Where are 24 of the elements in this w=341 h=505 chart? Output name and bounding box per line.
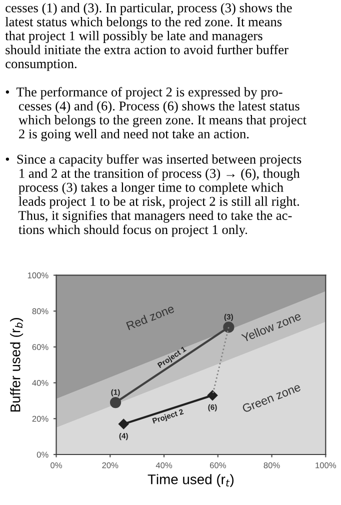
y-tick-label: 40%	[32, 380, 48, 386]
series-label: Red zone	[126, 304, 175, 330]
y-tick-label: 0%	[36, 452, 48, 458]
text: • Since a capacity buffer was inserted between projects 1 and 2 at the transition of process (3) → (6), though process (3) takes a longer time to complete which leads project 1 to be at risk, project 2 is still all right. Thus, it signifies that managers need to take the ac- tions which should focus on project 1 only.	[6, 154, 302, 237]
y-tick-label: 60%	[32, 344, 48, 350]
x-tick-label: 80%	[264, 462, 280, 468]
y-tick-label: 80%	[32, 308, 48, 314]
series-label: Green zone	[242, 382, 302, 413]
text: • The performance of project 2 is expressed by pro- cesses (4) and (6). Process (6) shows the latest status which belongs to the green zone. It means that project 2 is going well and need not take an action.	[6, 87, 306, 142]
x-axis-title: Time used (r$_{t}$)	[148, 474, 234, 488]
text: cesses (1) and (3). In particular, process (3) shows the latest status which belongs to the red zone. It means that project 1 will possibly be late and managers should initiate the extra action to avoid further buffer consumption.	[5, 3, 292, 71]
y-axis-title: Buffer used (r$_{b}$)	[10, 318, 24, 412]
x-tick-label: 100%	[316, 462, 336, 468]
series-label: Yellow zone	[240, 311, 302, 342]
x-tick-label: 60%	[210, 462, 226, 468]
point	[223, 322, 234, 333]
point	[207, 390, 218, 400]
point	[118, 418, 129, 430]
y-tick-label: 20%	[32, 416, 48, 422]
point	[110, 396, 122, 408]
y-tick-label: 100%	[28, 272, 48, 278]
x-tick-label: 0%	[50, 462, 62, 468]
x-tick-label: 40%	[156, 462, 172, 468]
x-tick-label: 20%	[102, 462, 118, 468]
